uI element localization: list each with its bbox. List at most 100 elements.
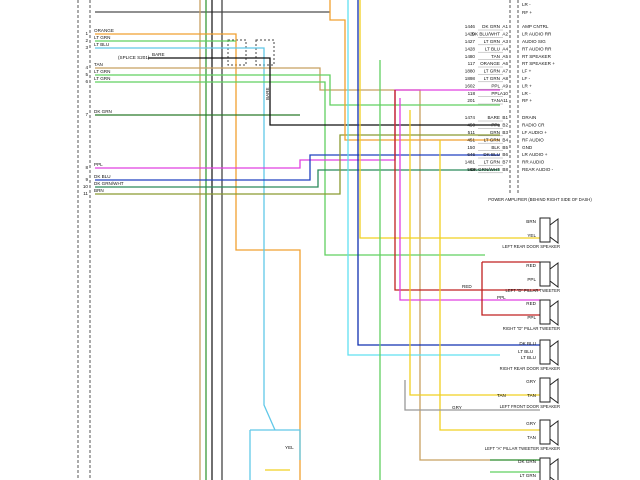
pin-number: 2 bbox=[85, 38, 88, 43]
wires bbox=[95, 0, 540, 480]
pin-number: 1 bbox=[85, 31, 88, 36]
wire-color: LT GRN bbox=[94, 76, 110, 81]
speaker-connector bbox=[539, 419, 551, 445]
wire-color: LT GRN bbox=[484, 69, 500, 74]
speaker-name: LEFT "D" PILLAR TWEETER bbox=[506, 288, 560, 293]
speaker-wire: RED bbox=[526, 263, 536, 268]
speaker-wire: TAN bbox=[527, 393, 536, 398]
wire-color: DK GRN bbox=[94, 109, 112, 114]
wire-label: LT BLU bbox=[518, 349, 533, 354]
pin-id: A11 bbox=[500, 98, 508, 103]
pin-function: REAR AUDIO - bbox=[522, 167, 554, 172]
wire-color: ORANGE bbox=[94, 28, 114, 33]
speaker-wire: LT GRN bbox=[520, 473, 536, 478]
speaker-wire: TAN bbox=[527, 435, 536, 440]
wire-color: TAN bbox=[491, 54, 500, 59]
wire-color: LT GRN bbox=[94, 69, 110, 74]
wire-label: GRY bbox=[452, 405, 462, 410]
circuit-number: 1480 bbox=[465, 54, 476, 59]
pin-id: A1 bbox=[502, 24, 508, 29]
circuit-number: 1446 bbox=[465, 24, 476, 29]
speaker-wire: YEL bbox=[527, 233, 536, 238]
wire-color: PPL bbox=[491, 91, 500, 96]
speaker-wire: GRY bbox=[526, 421, 536, 426]
pin-id: A4 bbox=[502, 46, 508, 51]
pin-id: A6 bbox=[502, 61, 508, 66]
speaker-name: LEFT FRONT DOOR SPEAKER bbox=[500, 404, 560, 409]
wire-color: LT GRN bbox=[94, 35, 110, 40]
wire-color: LT GRN bbox=[484, 137, 500, 142]
wire-color: DK BLU bbox=[94, 174, 111, 179]
pin-number: 8 bbox=[85, 165, 88, 170]
splice-vertical: BARE bbox=[265, 87, 270, 100]
circuit-number: 568 bbox=[467, 167, 475, 172]
pin-function: DRAIN bbox=[522, 115, 536, 120]
pin-function: RT SPEAKER bbox=[522, 54, 552, 59]
speaker-wire: PPL bbox=[527, 277, 536, 282]
speaker-connector bbox=[539, 217, 551, 243]
pin-id: A7 bbox=[502, 69, 508, 74]
pin-number: 11 bbox=[83, 191, 88, 196]
speaker-icon bbox=[549, 378, 559, 404]
wire-color: LT BLU bbox=[485, 46, 500, 51]
wire-color: DK BLU bbox=[483, 152, 500, 157]
circuit-number: 1880 bbox=[465, 69, 476, 74]
speaker-icon bbox=[549, 458, 559, 480]
speaker-connector bbox=[539, 299, 551, 325]
circuit-number: 1481 bbox=[465, 160, 476, 165]
pin-id: B4 bbox=[502, 137, 508, 142]
wire-color: DK BLU/WHT bbox=[472, 32, 501, 37]
wire-color: BLK bbox=[491, 145, 501, 150]
circuit-number: 1898 bbox=[465, 76, 476, 81]
circuit-number: 1427 bbox=[465, 39, 476, 44]
pin-function: RR AUDIO bbox=[522, 160, 545, 165]
pin-function: RT SPEAKER + bbox=[522, 61, 555, 66]
wire-color: LT GRN bbox=[484, 39, 500, 44]
pin-id: A2 bbox=[502, 32, 508, 37]
pin-number: 10 bbox=[83, 184, 89, 189]
circuit-number: 1428 bbox=[465, 46, 476, 51]
wire-color: PPL bbox=[491, 123, 500, 128]
pin-function: LR AUDIO RR bbox=[522, 32, 552, 37]
splice-wire: BARE bbox=[152, 52, 165, 57]
pin-function: AMP CNTRL bbox=[522, 24, 549, 29]
pin-function: RF + bbox=[522, 98, 532, 103]
speaker-icon bbox=[549, 218, 559, 244]
wire-color: ORANGE bbox=[480, 61, 500, 66]
circuit-number: 450 bbox=[467, 123, 475, 128]
speaker-connector bbox=[539, 339, 551, 365]
pin-function: RF AUDIO bbox=[522, 137, 544, 142]
pin-function: RT AUDIO RR bbox=[522, 46, 552, 51]
wire-color: LT BLU bbox=[94, 42, 109, 47]
pin-function: LR AUDIO + bbox=[522, 152, 548, 157]
wire-color: LT GRN bbox=[484, 76, 500, 81]
speaker-wire: DK GRN bbox=[518, 459, 536, 464]
pin-function: GND bbox=[522, 145, 533, 150]
pin-id: A3 bbox=[502, 39, 508, 44]
pin-function: AUDIO SIG bbox=[522, 39, 546, 44]
splice-box bbox=[227, 39, 247, 66]
pin-function: LF - bbox=[522, 76, 531, 81]
splice-box bbox=[255, 39, 275, 66]
wire-color: GRN bbox=[490, 130, 500, 135]
wire-color: DK GRN/WHT bbox=[470, 167, 500, 172]
speaker-name: RIGHT "D" PILLAR TWEETER bbox=[503, 326, 560, 331]
pin-id: B7 bbox=[502, 160, 508, 165]
circuit-number: 511 bbox=[468, 130, 476, 135]
pin-function: LF + bbox=[522, 69, 532, 74]
wire-color: TAN bbox=[491, 98, 500, 103]
speaker-icon bbox=[549, 262, 559, 288]
amp-pin-label: RF + bbox=[522, 10, 532, 15]
speaker-connector bbox=[539, 457, 551, 480]
pin-id: A8 bbox=[502, 76, 508, 81]
speaker-wire: DK BLU bbox=[519, 341, 536, 346]
pin-id: A10 bbox=[500, 91, 509, 96]
pin-function: RADIO CR bbox=[522, 123, 545, 128]
speaker-name: RIGHT REAR DOOR SPEAKER bbox=[500, 366, 560, 371]
amp-title: POWER AMPLIFIER (BEHIND RIGHT SIDE OF DA… bbox=[488, 197, 592, 202]
circuit-number: 201 bbox=[467, 98, 475, 103]
pin-id: B3 bbox=[502, 130, 508, 135]
pin-number: 4 bbox=[85, 65, 88, 70]
wire-color: LT GRN bbox=[484, 160, 500, 165]
